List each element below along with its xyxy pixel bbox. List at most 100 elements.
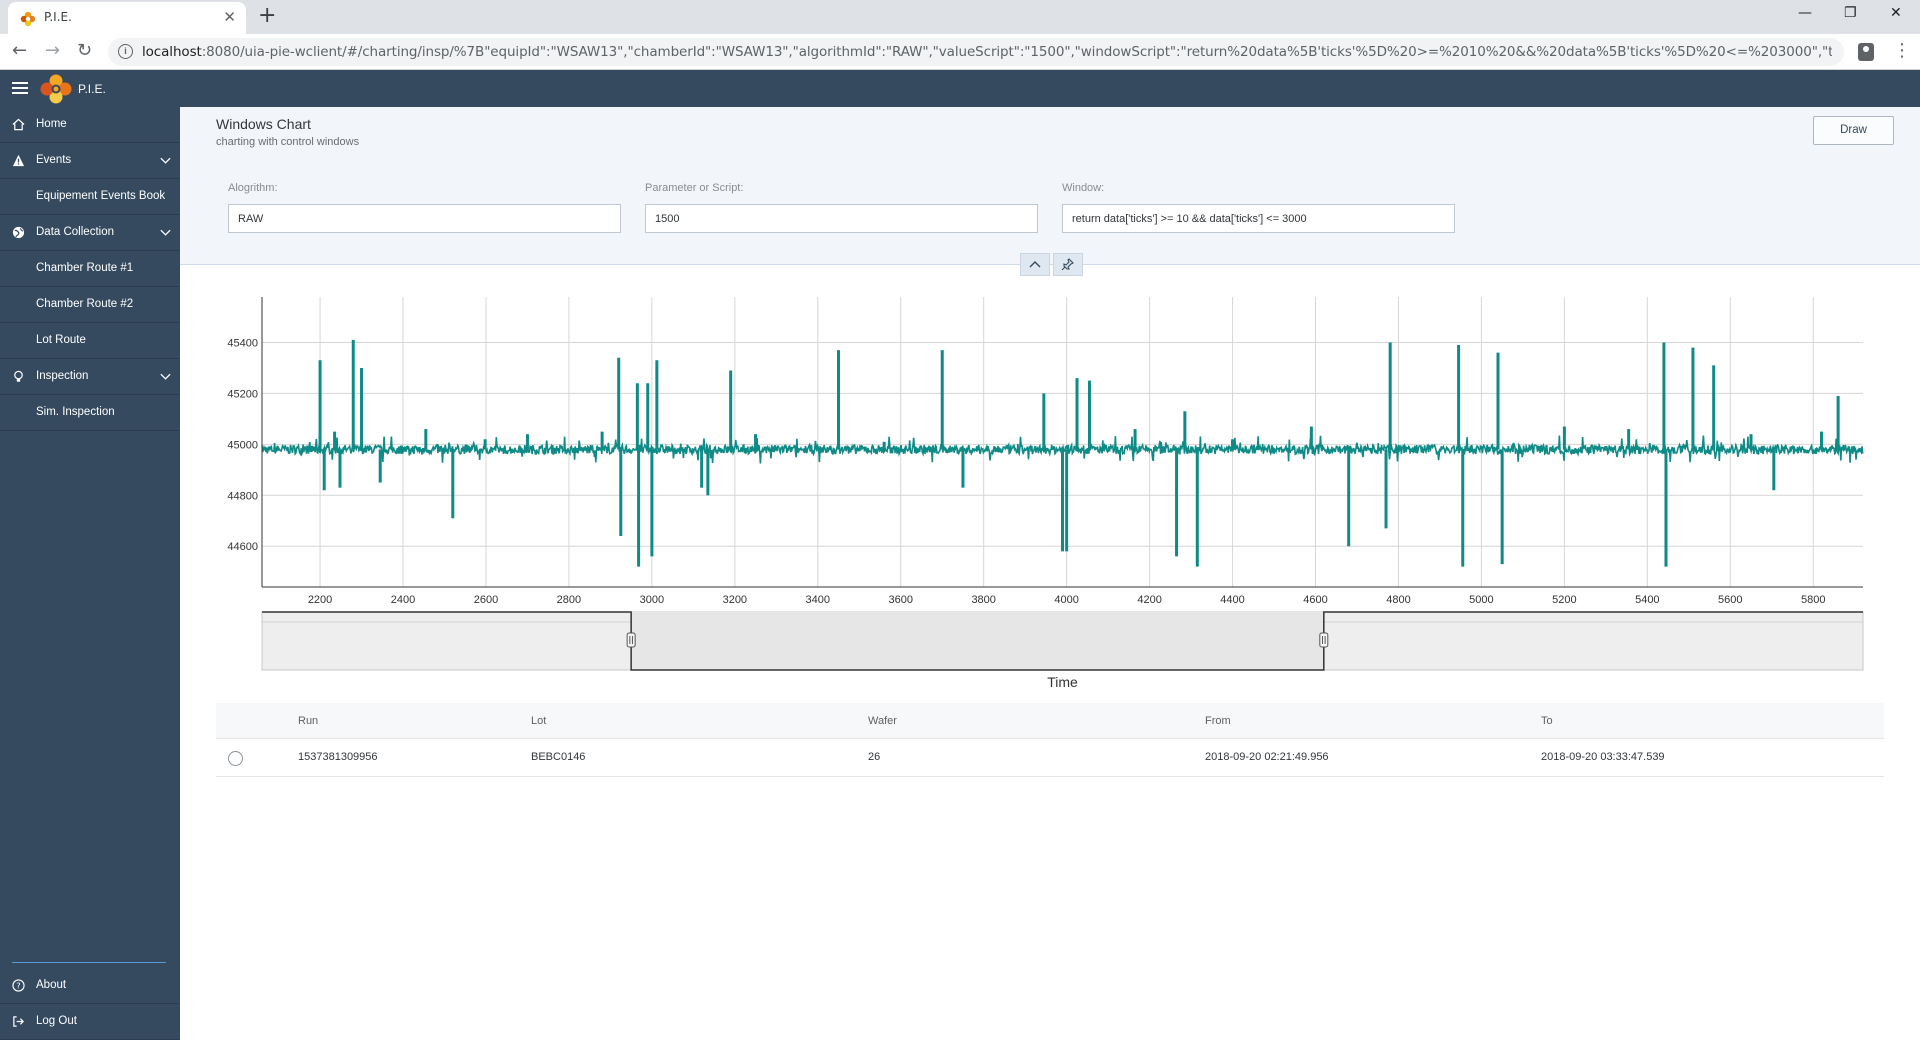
sidebar-item-label: Chamber Route #1: [36, 262, 134, 274]
cell-to: 2018-09-20 03:33:47.539: [1541, 751, 1665, 763]
y-axis: 44600 44800 45000 45200 45400: [227, 297, 263, 587]
column-header-run[interactable]: Run: [298, 715, 319, 727]
x-axis: 2200 2400 2600 2800 3000 3200 3400 3600 3800 4000…: [262, 586, 1863, 606]
sidebar-item-label: Chamber Route #2: [36, 298, 134, 310]
chevron-down-icon[interactable]: [159, 226, 172, 239]
column-header-from[interactable]: From: [1205, 715, 1231, 727]
sidebar-item-label: Events: [36, 154, 72, 166]
sidebar-item-chamber-route-2[interactable]: Chamber Route #2: [0, 287, 180, 323]
draw-button[interactable]: Draw: [1813, 116, 1894, 145]
y-tick-label: 44800: [227, 490, 258, 502]
pin-icon: [1061, 258, 1074, 271]
navigator-handle: [626, 632, 636, 648]
app-name: P.I.E.: [78, 82, 106, 96]
x-tick-label: 5800: [1801, 594, 1825, 606]
x-tick-label: 5400: [1635, 594, 1659, 606]
sidebar-item-label: Home: [36, 118, 67, 130]
pin-header-button[interactable]: [1053, 253, 1083, 276]
x-tick-label: 2600: [474, 594, 498, 606]
x-tick-label: 3600: [888, 594, 912, 606]
collapse-header-button[interactable]: [1020, 253, 1050, 276]
sidebar-item-events[interactable]: Events: [0, 143, 180, 179]
sidebar-item-inspection[interactable]: Inspection: [0, 359, 180, 395]
cell-wafer: 26: [868, 751, 881, 763]
new-tab-button[interactable]: +: [258, 3, 277, 28]
sidebar-item-equipment-events-book[interactable]: Equipement Events Book: [0, 179, 180, 215]
home-icon: [12, 118, 25, 131]
y-tick-label: 45400: [227, 337, 258, 349]
column-header-wafer[interactable]: Wafer: [868, 715, 897, 727]
x-tick-label: 5000: [1469, 594, 1493, 606]
minimize-button[interactable]: —: [1798, 5, 1812, 21]
cell-lot: BEBC0146: [531, 751, 586, 763]
table-row[interactable]: 1537381309956 BEBC0146 26 2018-09-20 02:…: [216, 739, 1884, 777]
column-header-lot[interactable]: Lot: [531, 715, 547, 727]
x-tick-label: 4800: [1386, 594, 1410, 606]
x-tick-label: 4200: [1137, 594, 1161, 606]
chevron-up-icon: [1029, 261, 1041, 268]
svg-text:?: ?: [16, 981, 20, 991]
chevron-down-icon[interactable]: [159, 370, 172, 383]
sidebar-item-label: Lot Route: [36, 334, 86, 346]
hamburger-menu-icon[interactable]: [12, 82, 28, 94]
close-window-button[interactable]: ✕: [1890, 5, 1902, 21]
browser-tab[interactable]: P.I.E. ✕: [8, 2, 246, 34]
x-tick-label: 4400: [1220, 594, 1244, 606]
parameter-input[interactable]: 1500: [645, 204, 1038, 233]
sidebar-item-label: About: [36, 979, 67, 991]
sidebar-item-log-out[interactable]: Log Out: [0, 1004, 180, 1040]
sidebar-item-data-collection[interactable]: Data Collection: [0, 215, 180, 251]
sidebar-item-label: Log Out: [36, 1015, 77, 1027]
sidebar-item-label: Inspection: [36, 370, 89, 382]
sidebar-item-label: Equipement Events Book: [36, 190, 166, 202]
browser-menu-icon[interactable]: ⋮: [1893, 40, 1911, 61]
range-navigator[interactable]: [261, 611, 1864, 671]
site-info-icon[interactable]: i: [118, 44, 133, 59]
tab-title: P.I.E.: [44, 10, 72, 24]
url-text[interactable]: localhost:8080/uia-pie-wclient/#/chartin…: [142, 44, 1832, 60]
app-header: P.I.E.: [0, 70, 1920, 107]
restore-button[interactable]: ❐: [1844, 5, 1857, 21]
help-icon: ?: [12, 979, 25, 992]
forward-arrow-icon[interactable]: →: [45, 40, 61, 61]
browser-tab-bar: P.I.E. ✕ + — ❐ ✕: [0, 0, 1920, 34]
algorithm-input[interactable]: RAW: [228, 204, 621, 233]
sidebar-item-label: Data Collection: [36, 226, 114, 238]
y-tick-label: 45200: [227, 388, 258, 400]
url-bar[interactable]: i localhost:8080/uia-pie-wclient/#/chart…: [108, 38, 1844, 66]
column-header-to[interactable]: To: [1541, 715, 1553, 727]
profile-icon[interactable]: [1858, 43, 1874, 61]
y-tick-label: 44600: [227, 541, 258, 553]
sidebar-item-lot-route[interactable]: Lot Route: [0, 323, 180, 359]
x-axis-label: Time: [1047, 674, 1078, 690]
parameter-label: Parameter or Script:: [645, 182, 744, 194]
page-title: Windows Chart: [216, 116, 311, 132]
globe-icon: [12, 226, 25, 239]
table-header: Run Lot Wafer From To: [216, 703, 1884, 739]
navigator-outline: [262, 611, 1863, 671]
chevron-down-icon[interactable]: [159, 154, 172, 167]
sidebar-item-home[interactable]: Home: [0, 107, 180, 143]
reload-icon[interactable]: ↻: [77, 40, 93, 61]
x-tick-label: 4000: [1054, 594, 1078, 606]
pie-logo-icon: [20, 11, 36, 27]
x-tick-label: 2800: [557, 594, 581, 606]
row-select-radio[interactable]: [228, 751, 243, 766]
pie-logo-icon: [40, 74, 72, 104]
x-tick-label: 3800: [971, 594, 995, 606]
x-tick-label: 2200: [308, 594, 332, 606]
x-tick-label: 5200: [1552, 594, 1576, 606]
sidebar-item-about[interactable]: ? About: [0, 968, 180, 1004]
sidebar-divider: [12, 962, 166, 963]
sidebar-item-sim-inspection[interactable]: Sim. Inspection: [0, 395, 180, 431]
navigator-selection: [631, 612, 1324, 670]
tab-close-icon[interactable]: ✕: [223, 8, 236, 26]
browser-address-bar: ← → ↻ i localhost:8080/uia-pie-wclient/#…: [0, 34, 1920, 70]
sidebar-item-chamber-route-1[interactable]: Chamber Route #1: [0, 251, 180, 287]
back-arrow-icon[interactable]: ←: [12, 40, 28, 61]
x-tick-label: 4600: [1303, 594, 1327, 606]
filter-bar: Windows Chart charting with control wind…: [180, 107, 1920, 276]
x-tick-label: 3400: [806, 594, 830, 606]
windows-chart[interactable]: 44600 44800 45000 45200 45400 2200 2400 2600 28…: [180, 265, 1920, 695]
window-input[interactable]: return data['ticks'] >= 10 && data['tick…: [1062, 204, 1455, 233]
